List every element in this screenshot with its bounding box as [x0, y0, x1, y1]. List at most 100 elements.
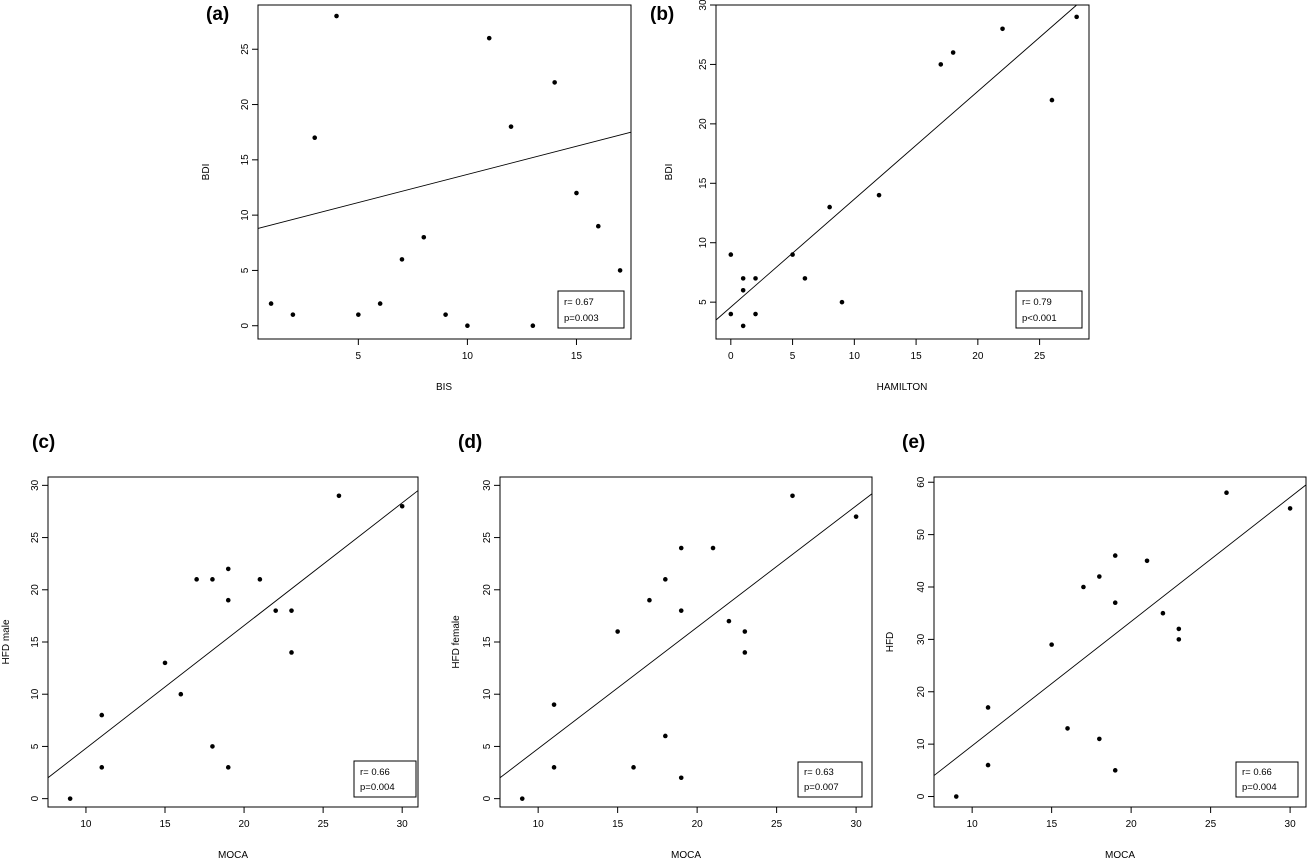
data-point	[678, 545, 684, 551]
x-axis-label: MOCA	[218, 850, 248, 861]
data-point	[552, 80, 557, 85]
plot-frame	[715, 4, 1090, 340]
data-point	[421, 234, 427, 240]
y-tick-label: 20	[698, 118, 709, 130]
y-axis-label: HFD male	[1, 619, 12, 664]
data-point	[443, 312, 448, 317]
data-point	[178, 691, 184, 697]
data-point	[617, 268, 623, 273]
y-tick-label: 15	[698, 177, 709, 189]
y-tick-label: 25	[30, 532, 41, 544]
y-tick-label: 0	[482, 795, 493, 801]
data-point	[551, 765, 557, 770]
data-point	[1081, 584, 1086, 590]
data-point	[225, 765, 231, 770]
y-tick-label: 15	[30, 636, 41, 648]
y-tick-label: 15	[240, 154, 251, 166]
data-point	[678, 608, 684, 613]
x-tick-label: 10	[849, 351, 861, 362]
data-point	[290, 312, 296, 317]
panel-c: (c) 10 15 20 25 30 0 5 10 15 20 25 30 MOCA HFD mal…	[1, 432, 419, 861]
data-point	[1224, 490, 1229, 496]
data-point	[334, 13, 339, 19]
data-point	[1049, 642, 1054, 647]
data-point	[853, 514, 859, 519]
data-point	[1287, 506, 1293, 511]
y-axis-label: BDI	[201, 164, 212, 181]
data-point	[1000, 26, 1005, 32]
data-point	[663, 733, 668, 739]
y-tick-label: 15	[482, 636, 493, 648]
y-tick-label: 30	[916, 633, 927, 645]
y-tick-label: 0	[30, 795, 41, 801]
data-point	[938, 62, 944, 67]
panel-label: (c)	[32, 432, 55, 453]
x-tick-label: 30	[851, 819, 863, 830]
x-tick-label: 15	[911, 351, 923, 362]
stats-box	[797, 761, 863, 798]
plot-frame	[47, 476, 419, 808]
plot-frame	[257, 4, 632, 340]
data-point	[790, 252, 795, 257]
x-axis-label: MOCA	[671, 850, 701, 861]
data-point	[1144, 558, 1150, 564]
stats-box	[353, 760, 417, 798]
stats-box	[1235, 761, 1299, 798]
x-tick-label: 20	[972, 351, 984, 362]
data-point	[710, 545, 716, 551]
stats-p: p=0.003	[564, 313, 599, 324]
plot-frame	[933, 476, 1307, 808]
x-tick-label: 5	[790, 351, 796, 362]
regression-line	[47, 490, 419, 779]
data-point	[225, 597, 231, 603]
data-point	[615, 629, 620, 634]
data-point	[663, 577, 668, 582]
x-tick-label: 15	[571, 351, 583, 362]
data-point	[530, 323, 536, 329]
data-point	[210, 577, 215, 582]
data-point	[753, 276, 758, 281]
data-point	[1112, 768, 1118, 773]
y-tick-label: 30	[698, 0, 709, 11]
stats-r: r= 0.66	[360, 767, 390, 778]
x-tick-label: 25	[318, 819, 330, 830]
x-tick-label: 20	[1126, 819, 1138, 830]
stats-p: p<0.001	[1022, 313, 1057, 324]
x-tick-label: 10	[462, 351, 474, 362]
x-tick-label: 10	[80, 819, 92, 830]
y-tick-label: 10	[916, 738, 927, 750]
data-point	[1065, 726, 1070, 731]
stats-p: p=0.007	[804, 782, 839, 793]
stats-p: p=0.004	[1242, 782, 1277, 793]
regression-line	[715, 4, 1077, 321]
x-tick-label: 15	[612, 819, 624, 830]
y-tick-label: 10	[482, 688, 493, 700]
data-point	[551, 702, 557, 707]
data-point	[312, 135, 318, 141]
data-point	[519, 796, 525, 801]
y-tick-label: 10	[698, 237, 709, 249]
panel-label: (e)	[902, 432, 925, 453]
y-tick-label: 50	[916, 529, 927, 541]
data-point	[574, 190, 579, 196]
data-point	[728, 252, 734, 257]
y-tick-label: 0	[240, 323, 251, 329]
plot-frame	[499, 476, 873, 808]
x-tick-label: 15	[159, 819, 171, 830]
data-point	[1049, 97, 1055, 103]
data-point	[257, 577, 263, 582]
x-tick-label: 0	[728, 351, 734, 362]
data-point	[99, 765, 105, 770]
x-tick-label: 20	[239, 819, 251, 830]
data-point	[1160, 610, 1166, 616]
data-point	[802, 276, 808, 281]
y-tick-label: 25	[240, 43, 251, 55]
data-point	[740, 287, 746, 293]
data-point	[985, 705, 991, 710]
x-tick-label: 25	[1205, 819, 1217, 830]
data-point	[742, 650, 748, 655]
y-axis-label: BDI	[664, 164, 675, 181]
data-point	[740, 276, 746, 281]
